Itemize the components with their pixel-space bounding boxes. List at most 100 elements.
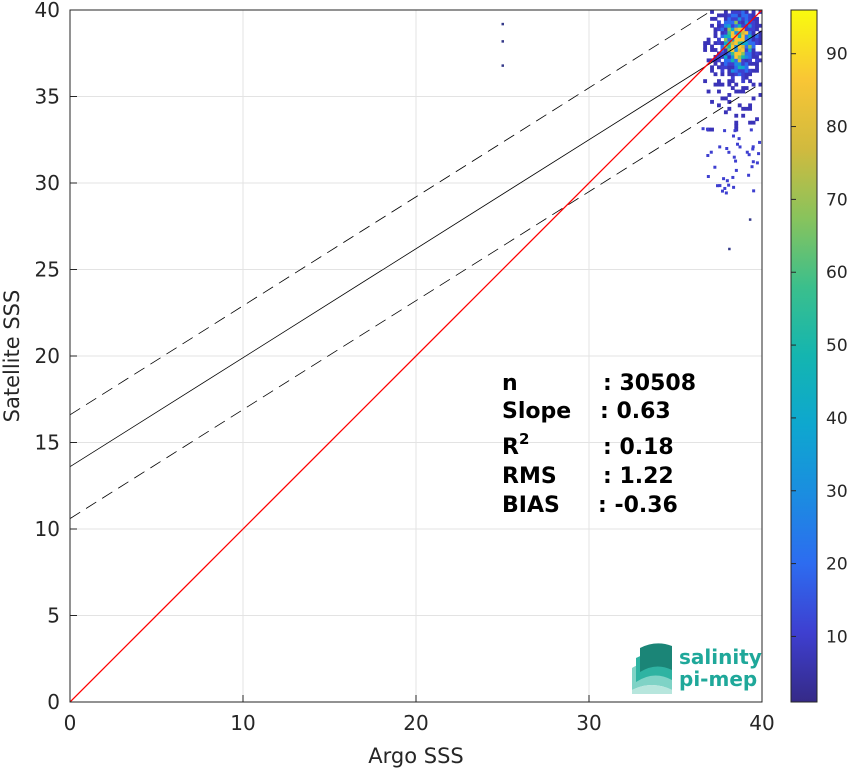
colorbar-gradient [790,9,818,703]
colorbar-ticks: 10 20 30 40 50 60 70 80 90 [791,45,848,647]
fit-lines [70,10,762,702]
density-bin [730,51,735,56]
density-bin [741,75,746,80]
density-bin [720,65,725,70]
density-bin [720,30,725,35]
density-bin [744,41,749,45]
density-bin [737,10,742,14]
density-bin [730,41,735,45]
density-bin [755,61,759,66]
density-bin [734,30,739,35]
x-tick-label: 10 [230,711,255,735]
density-bin [755,34,759,39]
density-bin [727,106,732,111]
colorbar-tick-label: 80 [826,118,848,138]
density-bin [727,150,731,154]
colorbar-tick-label: 50 [826,336,848,356]
density-bin [720,34,725,39]
y-tick-label: 0 [47,690,60,714]
density-bin [748,61,753,66]
stat-label: R2 [502,430,529,460]
density-bin [720,27,725,32]
density-bin [720,72,725,77]
density-bin [705,127,709,131]
density-bin [732,155,736,159]
density-bin [710,16,714,21]
density-bin [744,86,749,90]
density-bin [703,79,708,84]
density-bin [709,150,713,154]
density-bin [752,189,756,193]
stat-label: n [502,371,518,396]
density-bin [737,58,742,63]
density-bin [713,41,718,45]
density-bin [706,41,711,45]
density-bin [755,65,759,70]
density-bin [717,89,721,94]
density-bin [720,189,724,193]
density-bin [748,37,753,42]
density-bin [724,191,728,195]
density-bin [737,13,742,18]
density-bin [748,48,753,52]
density-bin [748,120,753,125]
density-bin [734,124,739,129]
density-bin [737,27,742,32]
density-bin [758,30,762,35]
density-bin [713,16,718,21]
density-bin [748,16,753,21]
density-bin [751,20,756,25]
stats-box: n: 30508 Slope: 0.63 R2: 0.18 RMS: 1.22 BIAS… [502,371,696,518]
colorbar-tick-label: 90 [826,45,848,65]
density-bin [727,16,732,21]
density-bin [703,41,708,45]
density-bin [727,44,732,49]
density-bin [727,30,732,35]
stat-value: : -0.36 [598,493,678,518]
density-bin [710,65,714,70]
density-bin [751,48,756,52]
x-tick-label: 0 [64,711,77,735]
density-bin [730,68,735,73]
density-bin [751,147,755,151]
density-bin [758,51,762,56]
density-bin [741,37,746,42]
density-bin [751,44,756,49]
density-bin [734,27,739,32]
density-bin [710,99,714,104]
colorbar-tick-label: 60 [826,263,848,283]
density-bin [741,65,746,70]
density-bin [720,41,725,45]
density-bin [727,93,732,97]
density-bin [713,72,718,77]
density-bin [730,23,735,28]
density-bin [727,27,732,32]
density-bin [723,30,728,35]
density-bin [727,72,732,77]
density-bin [730,65,735,70]
density-bin [737,48,742,52]
density-bin [755,16,759,21]
density-bin [723,13,728,18]
density-bin [722,177,726,181]
density-bin [737,34,742,39]
density-bin [744,75,749,80]
stat-value: : 30508 [603,371,696,396]
identity-line [70,10,762,702]
density-bin [730,54,735,59]
colorbar-tick-label: 70 [826,190,848,210]
density-bin [730,72,735,77]
density-bin [720,44,725,49]
density-bin [744,51,749,56]
density-bin [751,160,755,164]
density-bin [751,61,756,66]
density-bin [701,127,705,131]
density-bin [734,16,739,21]
density-bin [741,79,746,84]
density-bin [717,23,721,28]
density-bin [751,37,756,42]
regression-lower-band [70,82,762,519]
density-bin [710,68,714,73]
density-bin [755,23,759,28]
density-bin [716,184,720,188]
